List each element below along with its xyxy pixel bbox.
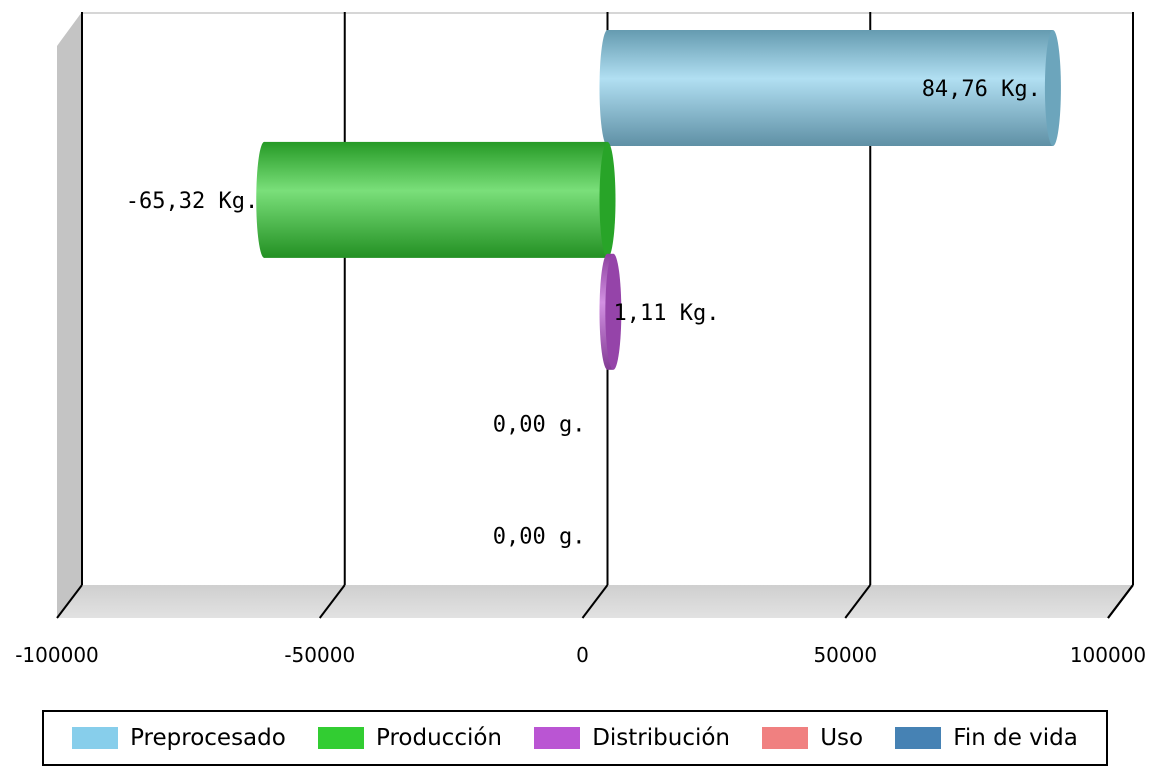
legend-label: Fin de vida (953, 725, 1078, 751)
legend-swatch (72, 727, 119, 749)
legend-swatch (318, 727, 365, 749)
bar-cap-left (599, 30, 616, 146)
bar-2 (256, 141, 616, 258)
legend-label: Distribución (592, 725, 731, 751)
grid-line-floor (844, 584, 872, 619)
legend-swatch (895, 727, 942, 749)
data-label: 1,11 Kg. (614, 301, 720, 326)
grid-line-floor (318, 584, 346, 619)
legend-label: Preprocesado (130, 725, 286, 751)
x-tick-label: 50000 (813, 643, 877, 667)
x-tick-label: -50000 (284, 643, 355, 667)
chart-left-wall (57, 12, 82, 618)
bar-cap-right (599, 141, 616, 258)
bar-cap-right (605, 253, 622, 370)
bar-1 (599, 30, 1061, 146)
legend-label: Uso (820, 725, 864, 751)
data-label: 84,76 Kg. (922, 77, 1041, 102)
bar-cap-right (1044, 30, 1061, 146)
legend-swatch (762, 727, 809, 749)
legend-item: Producción (318, 725, 502, 751)
legend-item: Fin de vida (895, 725, 1078, 751)
x-tick-label: 0 (576, 643, 589, 667)
legend-swatch (534, 727, 581, 749)
x-axis-ticks: -100000 -50000 0 50000 100000 (15, 643, 1146, 667)
bars (256, 30, 1061, 370)
bar-3 (599, 253, 622, 370)
data-label: 0,00 g. (493, 525, 586, 550)
legend-label: Producción (376, 725, 503, 751)
grid-line-floor (581, 584, 609, 619)
data-label: -65,32 Kg. (126, 189, 258, 214)
bar-cap-left (256, 141, 273, 258)
legend-item: Preprocesado (72, 725, 286, 751)
bar-body (264, 141, 608, 258)
grid-line-floor (1107, 584, 1134, 619)
bar-chart: 84,76 Kg. -65,32 Kg. 1,11 Kg. 0,00 g. 0,00 g… (15, 12, 1146, 667)
x-tick-label: -100000 (15, 643, 99, 667)
data-label: 0,00 g. (493, 413, 586, 438)
legend-item: Distribución (534, 725, 730, 751)
x-tick-label: 100000 (1070, 643, 1146, 667)
legend: Preprocesado Producción Distribución Uso Fin… (42, 710, 1108, 766)
legend-item: Uso (762, 725, 863, 751)
bar-body (607, 30, 1053, 146)
grid-line-floor (56, 584, 83, 619)
data-labels: 84,76 Kg. -65,32 Kg. 1,11 Kg. 0,00 g. 0,00 g… (126, 77, 1041, 550)
